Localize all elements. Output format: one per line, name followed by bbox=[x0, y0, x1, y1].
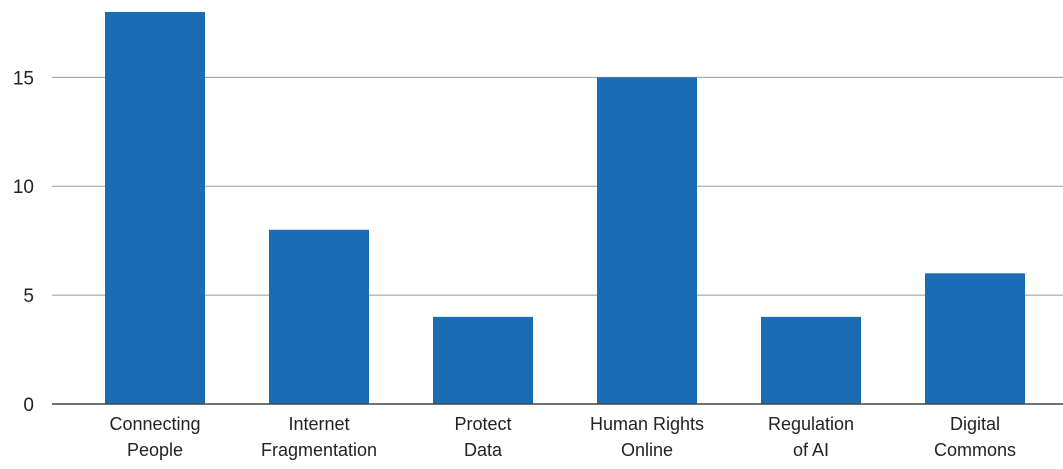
x-tick-label: Protect Data bbox=[454, 414, 511, 460]
bar bbox=[761, 316, 861, 404]
x-tick-label: Regulation of AI bbox=[768, 414, 854, 460]
y-tick-label: 5 bbox=[23, 286, 34, 307]
x-tick-label-line: Connecting bbox=[109, 414, 200, 434]
x-tick-label-line: Protect bbox=[454, 414, 511, 434]
gridlines bbox=[52, 76, 1063, 296]
x-axis-ticks: Connecting People Internet Fragmentation Pro… bbox=[109, 414, 1016, 460]
bars bbox=[105, 12, 1025, 404]
x-tick-label-line: Fragmentation bbox=[261, 440, 377, 460]
x-tick-label: Digital Commons bbox=[934, 414, 1016, 460]
x-tick-label-line: Human Rights bbox=[590, 414, 704, 434]
x-tick-label-line: Online bbox=[621, 440, 673, 460]
x-tick-label-line: People bbox=[127, 440, 183, 460]
bar bbox=[925, 273, 1025, 404]
x-tick-label-line: Regulation bbox=[768, 414, 854, 434]
bar bbox=[105, 12, 205, 404]
x-tick-label-line: of AI bbox=[793, 440, 829, 460]
y-tick-label: 0 bbox=[23, 395, 34, 416]
x-tick-label-line: Commons bbox=[934, 440, 1016, 460]
x-tick-label: Internet Fragmentation bbox=[261, 414, 377, 460]
bar bbox=[597, 77, 697, 404]
x-tick-label: Human Rights Online bbox=[590, 414, 704, 460]
y-tick-label: 15 bbox=[13, 68, 34, 89]
bar bbox=[269, 229, 369, 404]
x-tick-label-line: Data bbox=[464, 440, 503, 460]
x-tick-label: Connecting People bbox=[109, 414, 200, 460]
y-axis-ticks: 0 5 10 15 bbox=[13, 68, 34, 416]
bar bbox=[433, 316, 533, 404]
x-tick-label-line: Digital bbox=[950, 414, 1000, 434]
x-tick-label-line: Internet bbox=[288, 414, 349, 434]
y-tick-label: 10 bbox=[13, 177, 34, 198]
